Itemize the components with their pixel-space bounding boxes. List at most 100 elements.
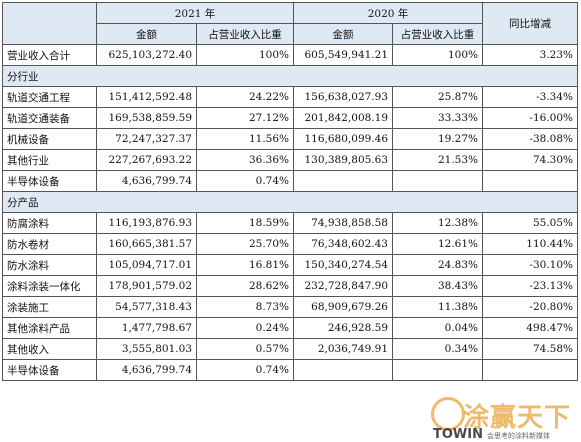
cell-share-2021: 24.22% bbox=[196, 86, 294, 108]
header-blank bbox=[2, 2, 97, 45]
cell-share-2021: 36.36% bbox=[196, 149, 294, 171]
cell-amount-2021: 169,538,859.59 bbox=[96, 107, 197, 129]
cell-amount-2020: 130,389,805.63 bbox=[293, 149, 393, 171]
table-row: 轨道交通工程 151,412,592.48 24.22% 156,638,027.93… bbox=[2, 86, 578, 108]
cell-amount-2021: 1,477,798.67 bbox=[96, 317, 197, 339]
cell-amount-2021: 178,901,579.02 bbox=[96, 275, 197, 297]
cell-share-2020: 0.34% bbox=[392, 338, 483, 360]
total-row: 营业收入合计 625,103,272.40 100% 605,549,941.2… bbox=[2, 44, 578, 66]
cell-amount-2021: 54,577,318.43 bbox=[96, 296, 197, 318]
cell-share-2021: 27.12% bbox=[196, 107, 294, 129]
cell-share-2020: 21.53% bbox=[392, 149, 483, 171]
cell-amount-2020: 74,938,858.58 bbox=[293, 212, 393, 234]
row-label: 其他行业 bbox=[2, 149, 97, 171]
cell-share-2020: 12.61% bbox=[392, 233, 483, 255]
table-row: 半导体设备 4,636,799.74 0.74% bbox=[2, 359, 578, 381]
cell-amount-2020 bbox=[293, 170, 393, 192]
cell-share-2021: 0.57% bbox=[196, 338, 294, 360]
cell-share-2021: 11.56% bbox=[196, 128, 294, 150]
row-label: 防水卷材 bbox=[2, 233, 97, 255]
cell-share-2020: 33.33% bbox=[392, 107, 483, 129]
row-label: 机械设备 bbox=[2, 128, 97, 150]
cell-share-2020: 24.83% bbox=[392, 254, 483, 276]
cell-amount-2020: 116,680,099.46 bbox=[293, 128, 393, 150]
cell-share-2020: 25.87% bbox=[392, 86, 483, 108]
cell-yoy: -3.34% bbox=[482, 86, 578, 108]
section-row: 分产品 bbox=[2, 191, 578, 213]
cell-yoy: -38.08% bbox=[482, 128, 578, 150]
total-label: 营业收入合计 bbox=[2, 44, 97, 66]
cell-amount-2021: 4,636,799.74 bbox=[96, 170, 197, 192]
cell-amount-2021: 72,247,327.37 bbox=[96, 128, 197, 150]
cell-share-2020 bbox=[392, 170, 483, 192]
row-label: 其他涂料产品 bbox=[2, 317, 97, 339]
table-row: 其他行业 227,267,693.22 36.36% 130,389,805.63 21… bbox=[2, 149, 578, 171]
watermark-circle-icon bbox=[431, 397, 465, 431]
header-2020: 2020 年 bbox=[293, 2, 483, 24]
revenue-table: 2021 年 2020 年 同比增减 金额 占营业收入比重 金额 占营业收入比重… bbox=[2, 2, 578, 381]
cell-share-2021: 16.81% bbox=[196, 254, 294, 276]
cell-share-2021: 28.62% bbox=[196, 275, 294, 297]
cell-yoy: -30.10% bbox=[482, 254, 578, 276]
section-row: 分行业 bbox=[2, 65, 578, 87]
table-row: 机械设备 72,247,327.37 11.56% 116,680,099.46 19.… bbox=[2, 128, 578, 150]
table-row: 防腐涂料 116,193,876.93 18.59% 74,938,858.58 12.… bbox=[2, 212, 578, 234]
total-amount-2021: 625,103,272.40 bbox=[96, 44, 197, 66]
cell-share-2021: 25.70% bbox=[196, 233, 294, 255]
cell-amount-2020: 76,348,602.43 bbox=[293, 233, 393, 255]
cell-amount-2021: 3,555,801.03 bbox=[96, 338, 197, 360]
row-label: 防腐涂料 bbox=[2, 212, 97, 234]
cell-share-2020: 11.38% bbox=[392, 296, 483, 318]
cell-amount-2021: 116,193,876.93 bbox=[96, 212, 197, 234]
cell-amount-2020: 201,842,008.19 bbox=[293, 107, 393, 129]
row-label: 涂装施工 bbox=[2, 296, 97, 318]
total-share-2021: 100% bbox=[196, 44, 294, 66]
header-2021: 2021 年 bbox=[96, 2, 294, 24]
section-title: 分产品 bbox=[2, 191, 578, 213]
cell-amount-2020: 232,728,847.90 bbox=[293, 275, 393, 297]
row-label: 轨道交通装备 bbox=[2, 107, 97, 129]
cell-amount-2020 bbox=[293, 359, 393, 381]
row-label: 涂料涂装一体化 bbox=[2, 275, 97, 297]
cell-amount-2020: 246,928.59 bbox=[293, 317, 393, 339]
row-label: 其他收入 bbox=[2, 338, 97, 360]
watermark-main-text: 涂赢天下 bbox=[463, 403, 572, 433]
table-row: 防水卷材 160,665,381.57 25.70% 76,348,602.43 12.… bbox=[2, 233, 578, 255]
watermark-brand: TOWIN bbox=[433, 427, 483, 442]
cell-amount-2020: 2,036,749.91 bbox=[293, 338, 393, 360]
table-row: 涂料涂装一体化 178,901,579.02 28.62% 232,728,847.9… bbox=[2, 275, 578, 297]
cell-share-2020: 12.38% bbox=[392, 212, 483, 234]
cell-yoy: 55.05% bbox=[482, 212, 578, 234]
cell-amount-2021: 227,267,693.22 bbox=[96, 149, 197, 171]
cell-amount-2021: 105,094,717.01 bbox=[96, 254, 197, 276]
cell-yoy: 74.30% bbox=[482, 149, 578, 171]
total-amount-2020: 605,549,941.21 bbox=[293, 44, 393, 66]
cell-share-2021: 8.73% bbox=[196, 296, 294, 318]
header-row-metrics: 金额 占营业收入比重 金额 占营业收入比重 bbox=[3, 23, 578, 45]
cell-share-2021: 0.24% bbox=[196, 317, 294, 339]
cell-amount-2021: 151,412,592.48 bbox=[96, 86, 197, 108]
cell-amount-2021: 160,665,381.57 bbox=[96, 233, 197, 255]
header-amount-2020: 金额 bbox=[293, 23, 393, 45]
header-share-2020: 占营业收入比重 bbox=[392, 23, 483, 45]
cell-share-2020: 0.04% bbox=[392, 317, 483, 339]
row-label: 半导体设备 bbox=[2, 170, 97, 192]
cell-share-2021: 18.59% bbox=[196, 212, 294, 234]
section-title: 分行业 bbox=[2, 65, 578, 87]
header-amount-2021: 金额 bbox=[96, 23, 197, 45]
cell-yoy: -20.80% bbox=[482, 296, 578, 318]
cell-yoy: 74.58% bbox=[482, 338, 578, 360]
header-row-years: 2021 年 2020 年 同比增减 bbox=[2, 2, 578, 45]
cell-share-2021: 0.74% bbox=[196, 359, 294, 381]
total-yoy: 3.23% bbox=[482, 44, 578, 66]
cell-amount-2020: 68,909,679.26 bbox=[293, 296, 393, 318]
table-row: 轨道交通装备 169,538,859.59 27.12% 201,842,008.19… bbox=[2, 107, 578, 129]
cell-yoy: 498.47% bbox=[482, 317, 578, 339]
cell-share-2021: 0.74% bbox=[196, 170, 294, 192]
table-row: 其他收入 3,555,801.03 0.57% 2,036,749.91 0.34% 74… bbox=[2, 338, 578, 360]
cell-yoy bbox=[482, 359, 578, 381]
table-row: 其他涂料产品 1,477,798.67 0.24% 246,928.59 0.04% 49… bbox=[2, 317, 578, 339]
cell-yoy: -23.13% bbox=[482, 275, 578, 297]
row-label: 半导体设备 bbox=[2, 359, 97, 381]
row-label: 防水涂料 bbox=[2, 254, 97, 276]
